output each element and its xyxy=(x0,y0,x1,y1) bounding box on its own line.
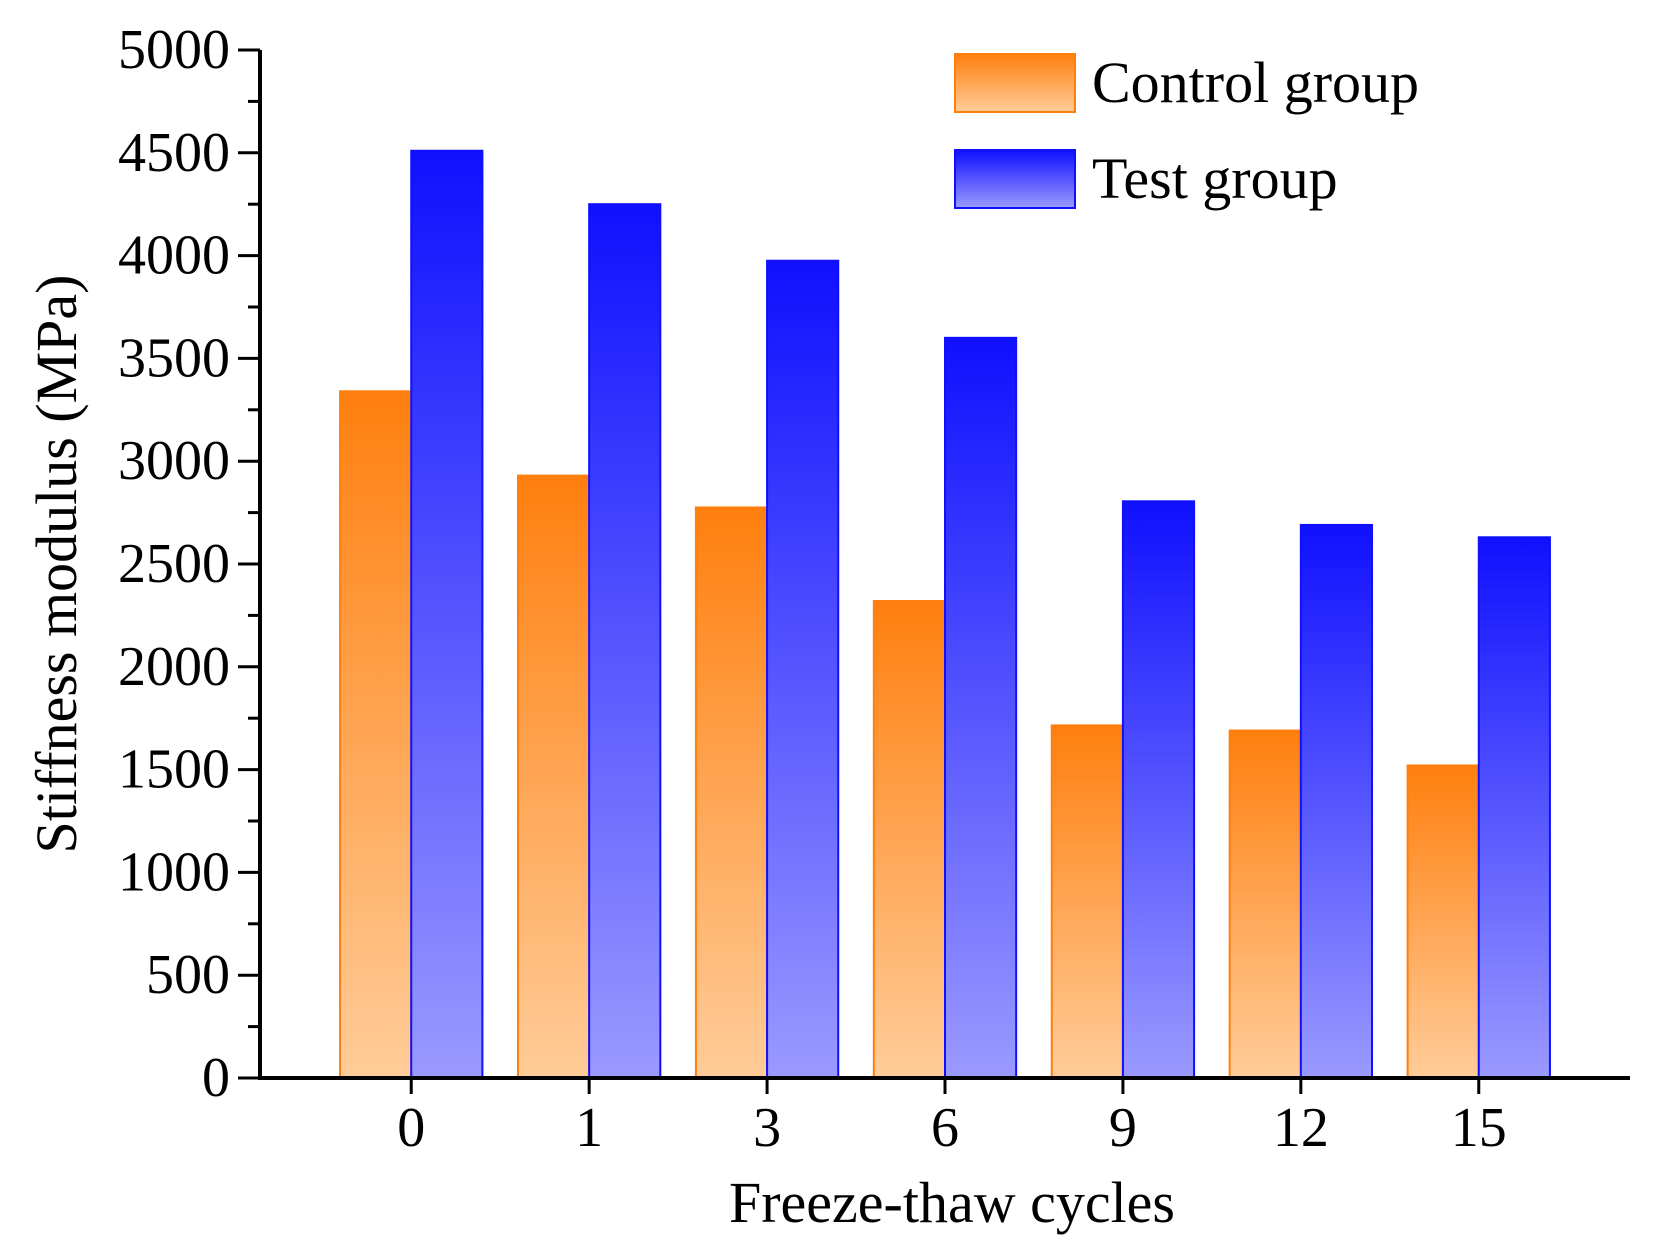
bar-test-3 xyxy=(766,259,840,1079)
x-tick-label: 0 xyxy=(397,1097,425,1159)
y-tick-label: 3500 xyxy=(118,327,230,389)
x-ticks-group: 0 1 3 6 9 12 15 xyxy=(397,1078,1507,1159)
x-tick-label: 12 xyxy=(1273,1097,1329,1159)
legend-label-test: Test group xyxy=(1092,146,1338,211)
bar-control-6 xyxy=(872,600,947,1079)
legend: Control group Test group xyxy=(954,50,1419,211)
y-tick-label: 1500 xyxy=(118,739,230,801)
legend-swatch-control xyxy=(954,53,1076,113)
x-tick-label: 1 xyxy=(575,1097,603,1159)
y-tick-label: 500 xyxy=(146,944,230,1006)
bar-control-1 xyxy=(516,474,591,1080)
y-ticks-group: 0 500 1000 1500 2000 2500 3000 3500 4000 4500 5000 xyxy=(118,19,260,1109)
bar-control-15 xyxy=(1406,764,1480,1079)
bar-control-12 xyxy=(1228,729,1302,1079)
y-tick-label: 4500 xyxy=(118,122,230,184)
y-tick-label: 5000 xyxy=(118,19,230,81)
bar-control-3 xyxy=(694,506,769,1079)
bar-test-1 xyxy=(588,203,662,1079)
y-tick-label: 0 xyxy=(202,1047,230,1109)
bar-test-15 xyxy=(1477,536,1551,1079)
x-tick-label: 15 xyxy=(1451,1097,1507,1159)
y-tick-label: 3000 xyxy=(118,430,230,492)
legend-label-control: Control group xyxy=(1092,50,1419,115)
bar-test-6 xyxy=(944,336,1018,1079)
x-tick-label: 6 xyxy=(931,1097,959,1159)
y-tick-label: 2500 xyxy=(118,533,230,595)
x-axis-title: Freeze-thaw cycles xyxy=(729,1170,1175,1235)
y-tick-label: 2000 xyxy=(118,636,230,698)
bar-test-12 xyxy=(1299,523,1374,1079)
y-tick-label: 4000 xyxy=(118,225,230,287)
y-tick-label: 1000 xyxy=(118,841,230,903)
bar-control-0 xyxy=(339,390,413,1079)
x-tick-label: 3 xyxy=(753,1097,781,1159)
y-axis-title: Stiffness modulus (MPa) xyxy=(24,275,89,854)
bars-group xyxy=(339,149,1551,1080)
bar-test-0 xyxy=(410,149,484,1079)
x-tick-label: 9 xyxy=(1109,1097,1137,1159)
bar-test-9 xyxy=(1121,500,1196,1079)
legend-swatch-test xyxy=(954,149,1076,209)
bar-control-9 xyxy=(1050,724,1124,1079)
